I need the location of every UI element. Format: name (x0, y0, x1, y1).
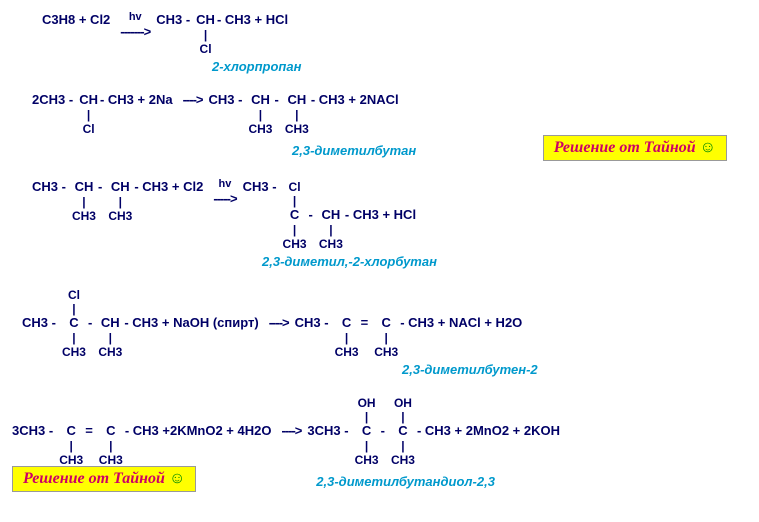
r2-rhs-mol1: CH | CH3 (248, 92, 272, 135)
r5-lhs-mol1: C | CH3 (59, 423, 83, 466)
smile-icon: ☺ (700, 139, 716, 156)
r4-lhs-mol2: CH | CH3 (98, 315, 122, 358)
r4-lhs-mol1: Cl | C | CH3 (62, 287, 86, 358)
r3-lhs-mol1: CH | CH3 (72, 179, 96, 222)
r3-lhs-pre: CH3 - (32, 179, 66, 194)
r3-product-name: 2,3-диметил,-2-хлорбутан (262, 254, 747, 269)
r1-rhs-post: - CH3 + HCl (217, 12, 288, 27)
r5-rhs-mol1: OH | C | CH3 (355, 395, 379, 466)
r2-lhs-mol: CH | Cl (79, 92, 98, 135)
r2-arrow: ----> (183, 92, 203, 107)
r1-arrow-line: -------> (120, 24, 150, 39)
r3-lhs-post: - CH3 + Cl2 (134, 179, 203, 194)
reaction-5-equation: 3CH3 - C | CH3 = C | CH3 - CH3 +2KMnO2 +… (12, 395, 747, 466)
r1-rhs-pre: CH3 - (156, 12, 190, 27)
r2-rhs-post: - CH3 + 2NACl (311, 92, 399, 107)
r4-lhs-pre: CH3 - (22, 315, 56, 330)
r3-rhs-mol1: Cl | C | CH3 (283, 179, 307, 250)
r5-product-name: 2,3-диметилбутандиол-2,3 (316, 474, 495, 489)
r4-rhs-pre: CH3 - (295, 315, 329, 330)
credit-text-2: Решение от Тайной (23, 470, 169, 487)
reaction-3-equation: CH3 - CH | CH3 - CH | CH3 - CH3 + Cl2 hv… (32, 179, 747, 250)
r3-lhs-mol2: CH | CH3 (108, 179, 132, 222)
r3-rhs-pre: CH3 - (243, 179, 277, 194)
r3-rhs-mol2: CH | CH3 (319, 207, 343, 250)
credit-text: Решение от Тайной (554, 139, 700, 156)
reaction-5: 3CH3 - C | CH3 = C | CH3 - CH3 +2KMnO2 +… (12, 395, 747, 492)
r4-rhs-mid: = (361, 315, 369, 330)
reaction-4-equation: CH3 - Cl | C | CH3 - CH | CH3 - CH3 + Na… (22, 287, 747, 358)
r5-lhs-mol2: C | CH3 (99, 423, 123, 466)
r3-arrow: hv -----> (213, 179, 236, 206)
r3-arrow-condition: hv (219, 179, 232, 190)
r4-rhs-mol2: C | CH3 (374, 315, 398, 358)
r5-rhs-mol2: OH | C | CH3 (391, 395, 415, 466)
r2-rhs-mid: - (274, 92, 278, 107)
r4-lhs-post: - CH3 + NaOH (спирт) (124, 315, 258, 330)
r4-product-name: 2,3-диметилбутен-2 (402, 362, 747, 377)
r3-rhs-mid: - (309, 207, 313, 222)
r1-arrow: hv -------> (120, 12, 150, 39)
r2-product-name: 2,3-диметилбутан (292, 143, 416, 158)
r1-lhs: C3H8 + Cl2 (42, 12, 110, 27)
r3-rhs-post: - CH3 + HCl (345, 207, 416, 222)
r1-mol: CH | Cl (196, 12, 215, 55)
r2-lhs-pre: 2CH3 - (32, 92, 73, 107)
r5-lhs-post: - CH3 +2KMnO2 + 4H2O (125, 423, 272, 438)
r4-arrow-line: ----> (269, 315, 289, 330)
r2-lhs-post: - CH3 + 2Na (100, 92, 173, 107)
credit-badge-2: Решение от Тайной ☺ (12, 466, 196, 492)
reaction-2-equation: 2CH3 - CH | Cl - CH3 + 2Na ----> CH3 - C… (32, 92, 747, 135)
r5-rhs-post: - CH3 + 2MnO2 + 2KOH (417, 423, 560, 438)
smile-icon-2: ☺ (169, 470, 185, 487)
r3-arrow-line: -----> (213, 191, 236, 206)
r5-arrow-line: ----> (281, 423, 301, 438)
reaction-3: CH3 - CH | CH3 - CH | CH3 - CH3 + Cl2 hv… (12, 179, 747, 269)
r5-rhs-mid: - (381, 423, 385, 438)
reaction-2: 2CH3 - CH | Cl - CH3 + 2Na ----> CH3 - C… (12, 92, 747, 161)
r5-lhs-mid: = (85, 423, 93, 438)
r4-rhs-mol1: C | CH3 (335, 315, 359, 358)
reaction-1: C3H8 + Cl2 hv -------> CH3 - CH | Cl - C… (12, 12, 747, 74)
credit-badge-1: Решение от Тайной ☺ (543, 135, 727, 161)
reaction-1-equation: C3H8 + Cl2 hv -------> CH3 - CH | Cl - C… (42, 12, 747, 55)
r4-arrow: ----> (269, 315, 289, 330)
r5-arrow: ----> (281, 423, 301, 438)
r5-lhs-pre: 3CH3 - (12, 423, 53, 438)
r2-rhs-pre: CH3 - (209, 92, 243, 107)
r3-lhs-mid: - (98, 179, 102, 194)
reaction-4: CH3 - Cl | C | CH3 - CH | CH3 - CH3 + Na… (12, 287, 747, 377)
r1-product-name: 2-хлорпропан (212, 59, 747, 74)
r1-arrow-condition: hv (129, 12, 142, 23)
r2-arrow-line: ----> (183, 92, 203, 107)
r4-lhs-mid: - (88, 315, 92, 330)
r2-rhs-mol2: CH | CH3 (285, 92, 309, 135)
r4-rhs-post: - CH3 + NACl + H2O (400, 315, 522, 330)
r5-rhs-pre: 3CH3 - (307, 423, 348, 438)
